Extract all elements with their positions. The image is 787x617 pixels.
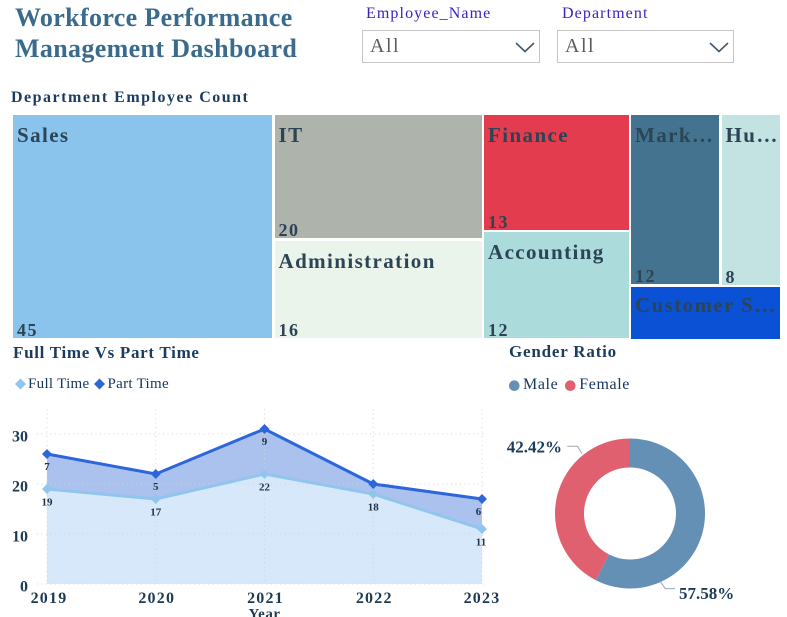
svg-text:18: 18 <box>368 502 380 514</box>
svg-text:0: 0 <box>20 579 28 596</box>
svg-text:2022: 2022 <box>356 590 393 607</box>
svg-text:2021: 2021 <box>247 590 284 607</box>
svg-text:30: 30 <box>12 429 28 446</box>
svg-text:19: 19 <box>42 497 54 509</box>
svg-text:10: 10 <box>12 529 28 546</box>
svg-text:2020: 2020 <box>138 590 175 607</box>
svg-text:9: 9 <box>262 436 268 448</box>
svg-text:17: 17 <box>150 507 162 519</box>
svg-text:6: 6 <box>476 506 482 518</box>
svg-text:2023: 2023 <box>464 590 501 607</box>
svg-text:11: 11 <box>476 537 486 549</box>
svg-text:42.42%: 42.42% <box>507 438 562 457</box>
svg-text:20: 20 <box>12 479 28 496</box>
svg-text:57.58%: 57.58% <box>679 584 734 603</box>
svg-text:22: 22 <box>259 482 271 494</box>
svg-text:7: 7 <box>44 461 50 473</box>
svg-text:2019: 2019 <box>31 590 68 607</box>
svg-text:Year: Year <box>249 607 281 617</box>
svg-text:5: 5 <box>153 481 159 493</box>
